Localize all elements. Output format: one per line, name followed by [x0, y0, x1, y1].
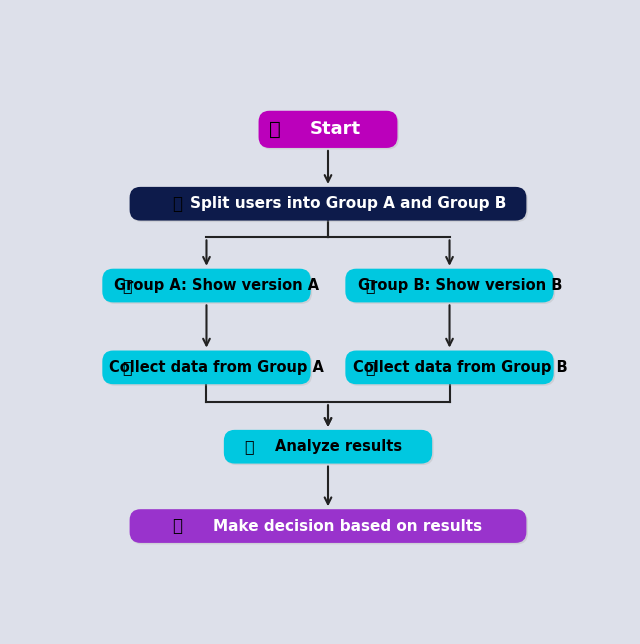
Text: 🅰️: 🅰️	[122, 278, 132, 293]
FancyBboxPatch shape	[104, 270, 312, 304]
FancyBboxPatch shape	[131, 511, 528, 544]
FancyBboxPatch shape	[102, 269, 310, 303]
FancyBboxPatch shape	[224, 430, 432, 464]
FancyBboxPatch shape	[347, 270, 555, 304]
FancyBboxPatch shape	[129, 187, 527, 221]
FancyBboxPatch shape	[346, 269, 554, 303]
Text: Collect data from Group A: Collect data from Group A	[109, 360, 324, 375]
Text: Make decision based on results: Make decision based on results	[213, 518, 483, 533]
FancyBboxPatch shape	[225, 431, 434, 465]
FancyBboxPatch shape	[129, 509, 527, 543]
Text: Group A: Show version A: Group A: Show version A	[115, 278, 319, 293]
Text: 📊: 📊	[122, 360, 132, 375]
Text: Collect data from Group B: Collect data from Group B	[353, 360, 567, 375]
Text: 🅱️: 🅱️	[365, 278, 375, 293]
Text: 🔬: 🔬	[244, 439, 253, 454]
FancyBboxPatch shape	[346, 350, 554, 384]
FancyBboxPatch shape	[347, 352, 555, 386]
Text: 🔄: 🔄	[172, 194, 182, 213]
FancyBboxPatch shape	[260, 112, 399, 149]
Text: Split users into Group A and Group B: Split users into Group A and Group B	[189, 196, 506, 211]
Text: Analyze results: Analyze results	[275, 439, 402, 454]
FancyBboxPatch shape	[104, 352, 312, 386]
Text: 🔎: 🔎	[269, 120, 281, 139]
FancyBboxPatch shape	[131, 188, 528, 222]
Text: 📊: 📊	[365, 360, 375, 375]
Text: Group B: Show version B: Group B: Show version B	[358, 278, 562, 293]
Text: ✅: ✅	[172, 517, 182, 535]
FancyBboxPatch shape	[259, 111, 397, 148]
Text: Start: Start	[309, 120, 360, 138]
FancyBboxPatch shape	[102, 350, 310, 384]
